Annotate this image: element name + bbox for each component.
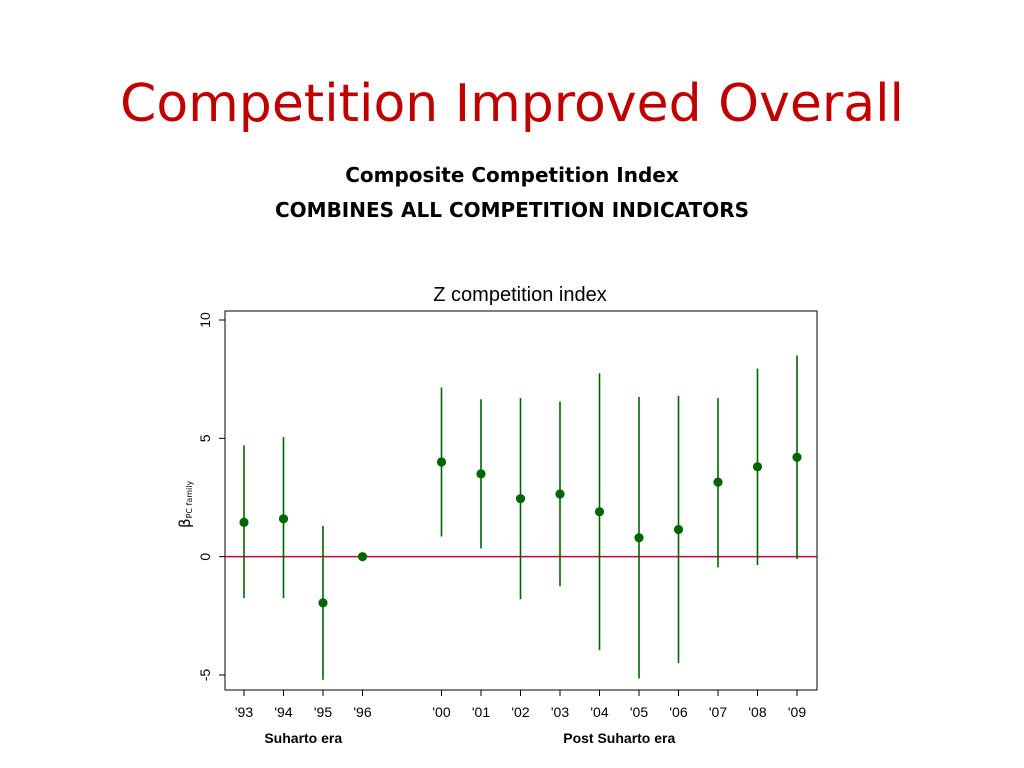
chart-subtitle-line2: COMBINES ALL COMPETITION INDICATORS (274, 198, 749, 222)
x-tick-label: '06 (669, 704, 687, 720)
x-tick-label: '96 (353, 704, 371, 720)
data-point (673, 524, 684, 535)
x-tick-label: '94 (274, 704, 292, 720)
y-tick-label: 0 (197, 553, 213, 561)
y-tick-label: -5 (197, 669, 213, 682)
chart-subtitle-line1: Composite Competition Index (345, 163, 679, 187)
x-tick-label: '01 (472, 704, 490, 720)
data-point (713, 477, 723, 487)
data-point (239, 517, 249, 527)
x-group-label: Suharto era (264, 730, 342, 746)
x-tick-label: '95 (314, 704, 332, 720)
data-point (634, 533, 644, 543)
x-tick-label: '08 (748, 704, 766, 720)
y-tick-label: 10 (197, 312, 213, 328)
data-point (752, 462, 763, 472)
x-tick-label: '00 (432, 704, 450, 720)
x-tick-label: '04 (590, 704, 608, 720)
data-point (594, 507, 605, 517)
data-point (515, 494, 526, 504)
x-tick-label: '09 (788, 704, 806, 720)
data-point (318, 598, 328, 608)
data-point (476, 469, 486, 479)
x-tick-label: '03 (551, 704, 569, 720)
data-point (436, 457, 447, 467)
x-tick-label: '07 (709, 704, 727, 720)
x-tick-label: '02 (511, 704, 529, 720)
x-group-label: Post Suharto era (563, 730, 675, 746)
y-axis-label: βPC family (176, 481, 194, 528)
slide-title: Competition Improved Overall (120, 74, 904, 134)
x-tick-label: '93 (235, 704, 253, 720)
data-point (555, 489, 565, 499)
x-tick-label: '05 (630, 704, 648, 720)
data-point (792, 452, 802, 462)
y-tick-label: 5 (197, 434, 213, 442)
data-point (357, 552, 368, 562)
data-point (278, 514, 289, 524)
chart-title: Z competition index (433, 284, 606, 306)
